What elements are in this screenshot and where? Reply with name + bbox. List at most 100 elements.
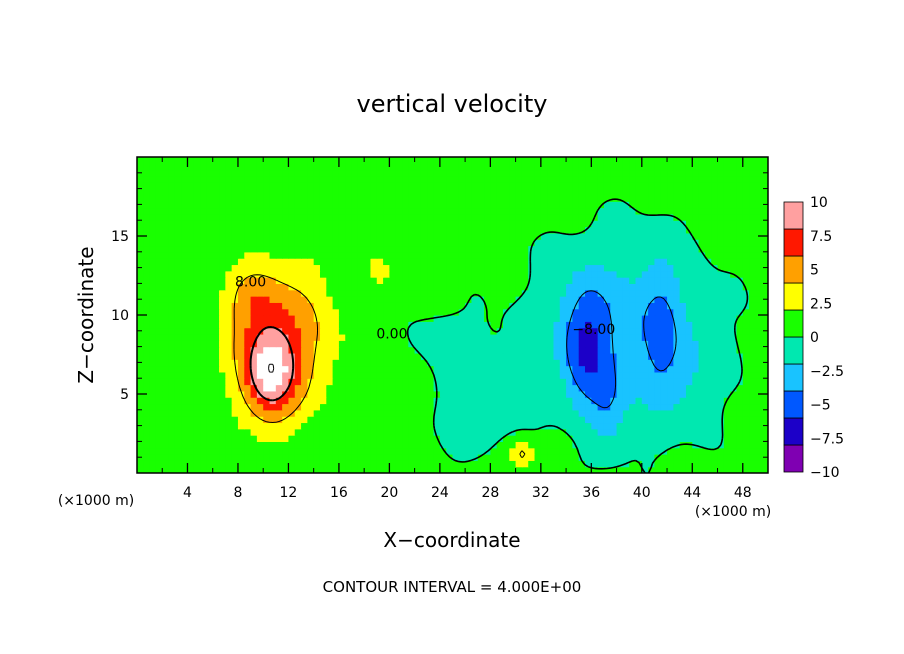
heatmap-cell bbox=[389, 416, 397, 424]
heatmap-cell bbox=[364, 188, 372, 196]
heatmap-cell bbox=[402, 245, 409, 253]
heatmap-cell bbox=[761, 308, 768, 316]
heatmap-cell bbox=[591, 182, 599, 190]
heatmap-cell bbox=[338, 315, 346, 322]
heatmap-cell bbox=[559, 428, 567, 436]
heatmap-cell bbox=[572, 169, 580, 177]
heatmap-cell bbox=[301, 213, 308, 221]
heatmap-cell bbox=[326, 163, 334, 171]
heatmap-cell bbox=[616, 365, 624, 373]
heatmap-cell bbox=[553, 251, 561, 259]
heatmap-cell bbox=[212, 232, 220, 240]
heatmap-cell bbox=[219, 340, 226, 348]
heatmap-cell bbox=[749, 315, 756, 322]
heatmap-cell bbox=[143, 201, 151, 209]
heatmap-cell bbox=[540, 226, 548, 234]
heatmap-cell bbox=[137, 258, 144, 266]
heatmap-cell bbox=[244, 302, 252, 310]
heatmap-cell bbox=[301, 302, 308, 310]
heatmap-cell bbox=[206, 416, 214, 424]
heatmap-cell bbox=[256, 352, 264, 360]
heatmap-cell bbox=[149, 397, 157, 405]
heatmap-cell bbox=[692, 346, 700, 354]
heatmap-cell bbox=[137, 384, 144, 392]
heatmap-cell bbox=[521, 384, 529, 392]
heatmap-cell bbox=[566, 226, 573, 234]
heatmap-cell bbox=[149, 175, 157, 183]
heatmap-cell bbox=[572, 239, 580, 247]
heatmap-cell bbox=[250, 371, 258, 379]
heatmap-cell bbox=[149, 258, 157, 266]
heatmap-cell bbox=[319, 239, 327, 247]
heatmap-cell bbox=[427, 182, 435, 190]
heatmap-cell bbox=[673, 182, 681, 190]
heatmap-cell bbox=[755, 409, 763, 417]
heatmap-cell bbox=[490, 270, 498, 278]
heatmap-cell bbox=[294, 163, 302, 171]
heatmap-cell bbox=[616, 346, 624, 354]
heatmap-cell bbox=[174, 188, 182, 196]
heatmap-cell bbox=[749, 441, 756, 449]
heatmap-cell bbox=[275, 194, 283, 202]
heatmap-cell bbox=[389, 258, 397, 266]
heatmap-cell bbox=[654, 226, 662, 234]
heatmap-cell bbox=[578, 169, 586, 177]
heatmap-cell bbox=[439, 346, 447, 354]
heatmap-cell bbox=[698, 308, 706, 316]
heatmap-cell bbox=[395, 378, 403, 386]
heatmap-cell bbox=[465, 182, 473, 190]
heatmap-cell bbox=[458, 416, 466, 424]
heatmap-cell bbox=[219, 296, 226, 303]
heatmap-cell bbox=[509, 289, 517, 297]
heatmap-cell bbox=[319, 213, 327, 221]
heatmap-cell bbox=[711, 258, 719, 266]
heatmap-cell bbox=[667, 409, 674, 417]
heatmap-cell bbox=[345, 289, 353, 297]
heatmap-cell bbox=[288, 365, 296, 373]
heatmap-cell bbox=[439, 239, 447, 247]
heatmap-cell bbox=[736, 441, 744, 449]
heatmap-cell bbox=[641, 175, 649, 183]
heatmap-cell bbox=[193, 352, 201, 360]
heatmap-cell bbox=[578, 296, 586, 303]
heatmap-cell bbox=[490, 460, 498, 468]
heatmap-cell bbox=[244, 289, 252, 297]
heatmap-cell bbox=[326, 251, 334, 259]
heatmap-cell bbox=[301, 264, 308, 272]
heatmap-cell bbox=[723, 258, 731, 266]
heatmap-cell bbox=[212, 454, 220, 461]
heatmap-cell bbox=[660, 422, 668, 430]
heatmap-cell bbox=[761, 416, 768, 424]
heatmap-cell bbox=[496, 270, 504, 278]
heatmap-cell bbox=[591, 239, 599, 247]
heatmap-cell bbox=[433, 460, 441, 468]
heatmap-cell bbox=[610, 340, 618, 348]
heatmap-cell bbox=[585, 371, 592, 379]
heatmap-cell bbox=[559, 466, 567, 473]
heatmap-cell bbox=[490, 245, 498, 253]
heatmap-cell bbox=[629, 466, 637, 473]
heatmap-cell bbox=[597, 175, 605, 183]
heatmap-cell bbox=[458, 352, 466, 360]
heatmap-cell bbox=[446, 340, 454, 348]
heatmap-cell bbox=[200, 213, 208, 221]
heatmap-cell bbox=[622, 403, 630, 411]
heatmap-cell bbox=[641, 378, 649, 386]
heatmap-cell bbox=[263, 321, 271, 329]
heatmap-cell bbox=[294, 390, 302, 398]
heatmap-cell bbox=[206, 207, 214, 215]
heatmap-cell bbox=[502, 239, 510, 247]
heatmap-cell bbox=[288, 302, 296, 310]
heatmap-cell bbox=[585, 270, 592, 278]
heatmap-cell bbox=[200, 182, 208, 190]
heatmap-cell bbox=[383, 390, 390, 398]
heatmap-cell bbox=[212, 163, 220, 171]
heatmap-cell bbox=[212, 371, 220, 379]
heatmap-cell bbox=[187, 315, 195, 322]
heatmap-cell bbox=[515, 365, 523, 373]
heatmap-cell bbox=[200, 283, 208, 291]
heatmap-cell bbox=[351, 207, 359, 215]
heatmap-cell bbox=[288, 308, 296, 316]
heatmap-cell bbox=[395, 466, 403, 473]
heatmap-cell bbox=[484, 454, 491, 461]
